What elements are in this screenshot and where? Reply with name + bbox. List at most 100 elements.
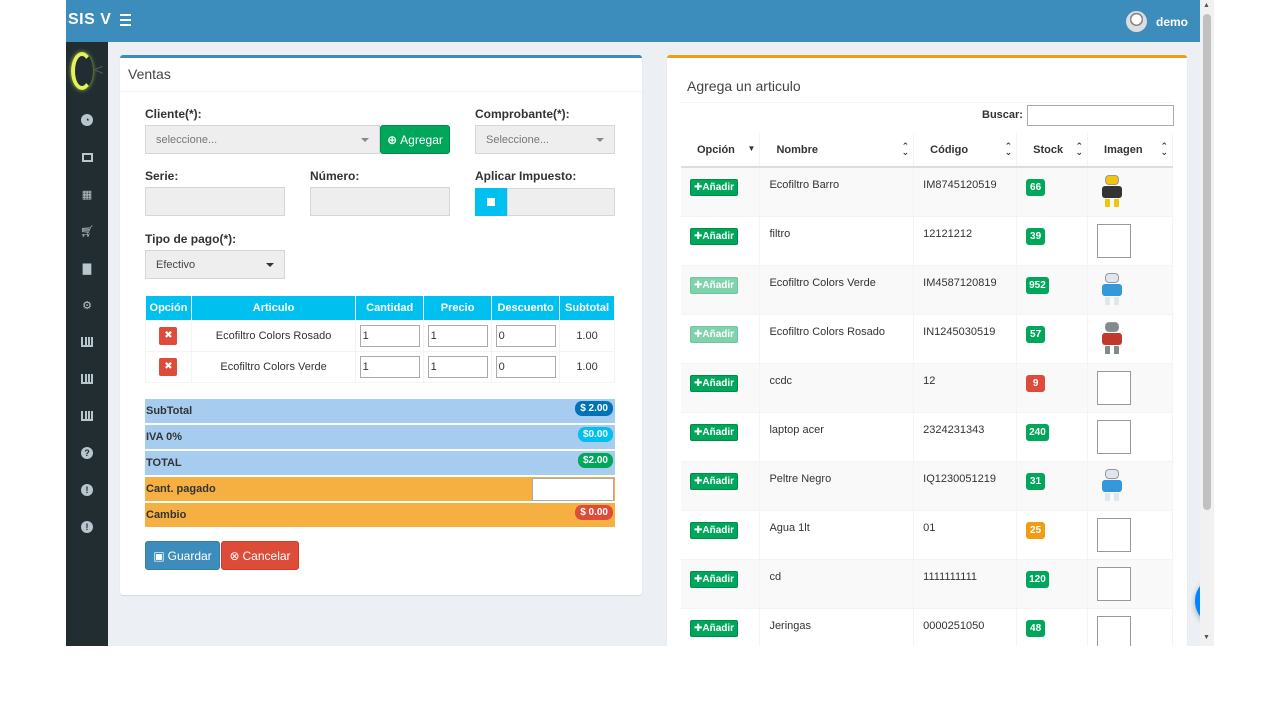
subtotal-row: SubTotal $ 2.00 xyxy=(145,399,615,423)
search-input[interactable] xyxy=(1027,105,1174,126)
col-codigo[interactable]: Código ⌃ ⌄ xyxy=(913,133,1018,168)
anadir-button[interactable]: ✚ Añadir xyxy=(690,374,738,392)
table-row: ✚ Añadir Peltre Negro IQ1230051219 31 xyxy=(681,460,1173,510)
chart-icon[interactable] xyxy=(80,372,94,386)
chart-icon[interactable] xyxy=(80,335,94,349)
anadir-button[interactable]: ✚ Añadir xyxy=(690,619,738,637)
cantidad-input[interactable]: 1 xyxy=(359,325,420,347)
col-stock[interactable]: Stock ⌃ ⌄ xyxy=(1016,133,1089,168)
collapse-arrow-icon[interactable]: < xyxy=(94,62,104,79)
table-header: Opción ▼ Nombre ⌃ ⌄ Código ⌃ ⌄ Stock ⌃ ⌄ Imagen… xyxy=(681,133,1173,168)
serie-label: Serie: xyxy=(145,169,179,183)
row-nombre: cd xyxy=(759,558,915,608)
stock-badge: 9 xyxy=(1026,374,1046,392)
delete-icon[interactable]: ✖ xyxy=(159,327,178,345)
anadir-button[interactable]: ✚ Añadir xyxy=(690,227,738,245)
stock-badge: 25 xyxy=(1026,521,1046,539)
table-row: ✚ Añadir ccdc 12 9 xyxy=(681,362,1173,412)
impuesto-field[interactable] xyxy=(507,188,615,216)
col-subtotal: Subtotal xyxy=(559,295,615,321)
anadir-button[interactable]: ✚ Añadir xyxy=(690,570,738,588)
serie-field[interactable] xyxy=(145,187,285,216)
anadir-button[interactable]: ✚ Añadir xyxy=(690,423,738,441)
table-row: ✚ Añadir Ecofiltro Colors Rosado IN12450305… xyxy=(681,313,1173,363)
stock-badge: 66 xyxy=(1026,179,1046,196)
user-name: demo xyxy=(1155,14,1188,29)
guardar-button[interactable]: ▣ Guardar xyxy=(145,541,220,570)
laptop-icon[interactable] xyxy=(80,150,94,164)
scroll-down-icon[interactable]: ▼ xyxy=(1203,634,1210,641)
app-window: SIS V demo < ◔ ▦ 🛒︎ ▇ ⚙ ? ! ! Ventas Cli… xyxy=(66,0,1214,646)
product-image-robot xyxy=(1097,175,1127,209)
delete-icon[interactable]: ✖ xyxy=(159,358,178,376)
menu-toggle-icon[interactable] xyxy=(120,14,131,26)
cambio-row: Cambio $ 0.00 xyxy=(145,503,615,527)
cambio-badge: $ 0.00 xyxy=(575,505,613,520)
iva-row: IVA 0% $0.00 xyxy=(145,425,615,449)
ventas-title: Ventas xyxy=(128,66,171,82)
anadir-button[interactable]: ✚ Añadir xyxy=(690,179,738,196)
total-badge: $2.00 xyxy=(577,453,613,468)
scroll-up-icon[interactable]: ▲ xyxy=(1203,2,1210,9)
stock-badge: 57 xyxy=(1026,325,1046,343)
anadir-button[interactable]: ✚ Añadir xyxy=(690,325,738,343)
row-nombre: Agua 1lt xyxy=(759,509,915,559)
col-opcion[interactable]: Opción ▼ xyxy=(681,133,761,168)
cambio-label: Cambio xyxy=(146,509,187,521)
precio-input[interactable]: 1 xyxy=(427,325,488,347)
row-nombre: laptop acer xyxy=(759,411,915,461)
info-icon[interactable]: ! xyxy=(80,483,94,497)
grid-icon[interactable]: ▦ xyxy=(81,188,93,201)
stock-badge: 120 xyxy=(1026,570,1049,588)
anadir-button[interactable]: ✚ Añadir xyxy=(690,472,738,490)
tipo-pago-select[interactable]: Efectivo xyxy=(145,250,285,279)
cart-icon[interactable]: 🛒︎ xyxy=(80,225,94,238)
row-codigo: 0000251050 xyxy=(913,607,1018,646)
info-icon[interactable]: ! xyxy=(80,520,94,534)
cliente-select[interactable]: seleccione... xyxy=(145,125,380,154)
help-icon[interactable]: ? xyxy=(80,446,94,460)
dashboard-icon[interactable]: ◔ xyxy=(80,113,94,127)
col-articulo: Articulo xyxy=(190,295,357,321)
row-codigo: 01 xyxy=(913,509,1018,559)
scrollbar[interactable]: ▲ ▼ xyxy=(1200,0,1214,646)
anadir-button[interactable]: ✚ Añadir xyxy=(690,276,738,294)
cancelar-button[interactable]: ⊗ Cancelar xyxy=(221,541,299,570)
scrollbar-thumb[interactable] xyxy=(1203,14,1211,510)
total-row: TOTAL $2.00 xyxy=(145,451,615,475)
col-imagen[interactable]: Imagen ⌃ ⌄ xyxy=(1087,133,1173,168)
cantidad-input[interactable]: 1 xyxy=(359,356,420,378)
chart-icon[interactable] xyxy=(80,409,94,423)
plus-icon: ✚ xyxy=(693,426,703,438)
product-image-placeholder xyxy=(1097,517,1132,552)
product-image-placeholder xyxy=(1097,223,1132,258)
agregar-cliente-button[interactable]: ⊕ Agregar xyxy=(380,125,450,154)
numero-field[interactable] xyxy=(310,187,450,216)
col-opcion: Opción xyxy=(145,295,192,321)
cliente-label: Cliente(*): xyxy=(145,107,202,121)
row-subtotal: 1.00 xyxy=(559,320,615,352)
folder-icon[interactable]: ▇ xyxy=(82,262,92,275)
user-menu[interactable]: demo xyxy=(1125,11,1188,32)
iva-label: IVA 0% xyxy=(146,431,183,443)
checkbox-icon xyxy=(487,198,495,206)
agregar-label: Agregar xyxy=(400,132,443,147)
plus-circle-icon: ⊕ xyxy=(387,132,398,147)
descuento-input[interactable]: 0 xyxy=(495,356,556,378)
product-image-robot xyxy=(1097,272,1127,307)
plus-icon: ✚ xyxy=(693,230,703,242)
comprobante-select[interactable]: Seleccione... xyxy=(475,125,615,154)
row-codigo: 12121212 xyxy=(913,215,1018,265)
pagado-label: Cant. pagado xyxy=(146,483,216,495)
row-codigo: 2324231343 xyxy=(913,411,1018,461)
pagado-input[interactable] xyxy=(532,478,614,501)
cogs-icon[interactable]: ⚙ xyxy=(82,299,92,312)
descuento-input[interactable]: 0 xyxy=(495,325,556,347)
anadir-button[interactable]: ✚ Añadir xyxy=(690,521,738,539)
brand-logo[interactable]: SIS V xyxy=(68,11,112,28)
col-nombre[interactable]: Nombre ⌃ ⌄ xyxy=(759,133,915,168)
total-label: TOTAL xyxy=(146,457,182,469)
row-codigo: IM8745120519 xyxy=(913,166,1018,216)
precio-input[interactable]: 1 xyxy=(427,356,488,378)
impuesto-checkbox[interactable] xyxy=(475,188,507,216)
